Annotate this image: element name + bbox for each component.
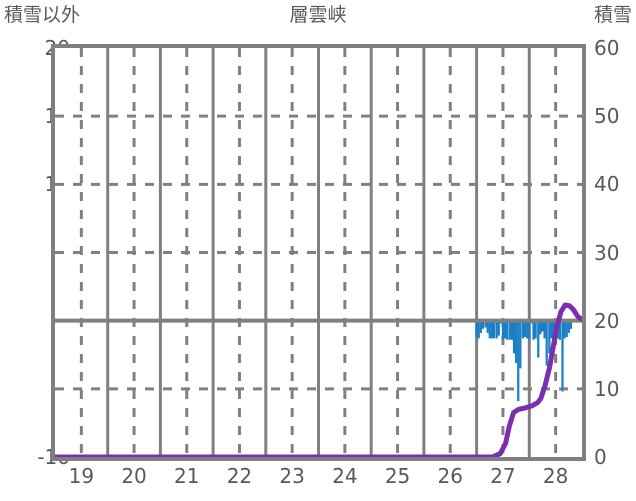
x-tick-25: 25 [384, 464, 411, 488]
bar-series-precipitation [475, 320, 573, 402]
plot-inner [55, 48, 582, 457]
y-tick-right-30: 30 [594, 240, 620, 265]
right-axis-title: 積雪 [593, 4, 632, 26]
y-tick-right-50: 50 [594, 104, 620, 129]
left-axis-title: 積雪以外 [4, 4, 81, 26]
y-tick-right-60: 60 [594, 36, 620, 60]
chart-title: 層雲峡 [289, 4, 347, 26]
y-tick-right-0: 0 [594, 445, 607, 469]
line-series-snow-depth [55, 302, 582, 457]
gridlines [55, 48, 582, 457]
y-tick-right-20: 20 [594, 308, 620, 333]
x-tick-28: 28 [542, 464, 569, 488]
chart-canvas [55, 48, 582, 457]
x-tick-24: 24 [332, 464, 358, 488]
x-tick-20: 20 [121, 464, 147, 488]
x-tick-23: 23 [279, 464, 305, 488]
y-tick-right-10: 10 [594, 376, 620, 401]
x-tick-26: 26 [437, 464, 463, 488]
y-tick-right-40: 40 [594, 172, 620, 197]
x-tick-22: 22 [226, 464, 253, 488]
x-tick-27: 27 [490, 464, 516, 488]
x-tick-21: 21 [174, 464, 200, 488]
x-tick-19: 19 [68, 464, 95, 488]
plot-area [51, 44, 586, 461]
